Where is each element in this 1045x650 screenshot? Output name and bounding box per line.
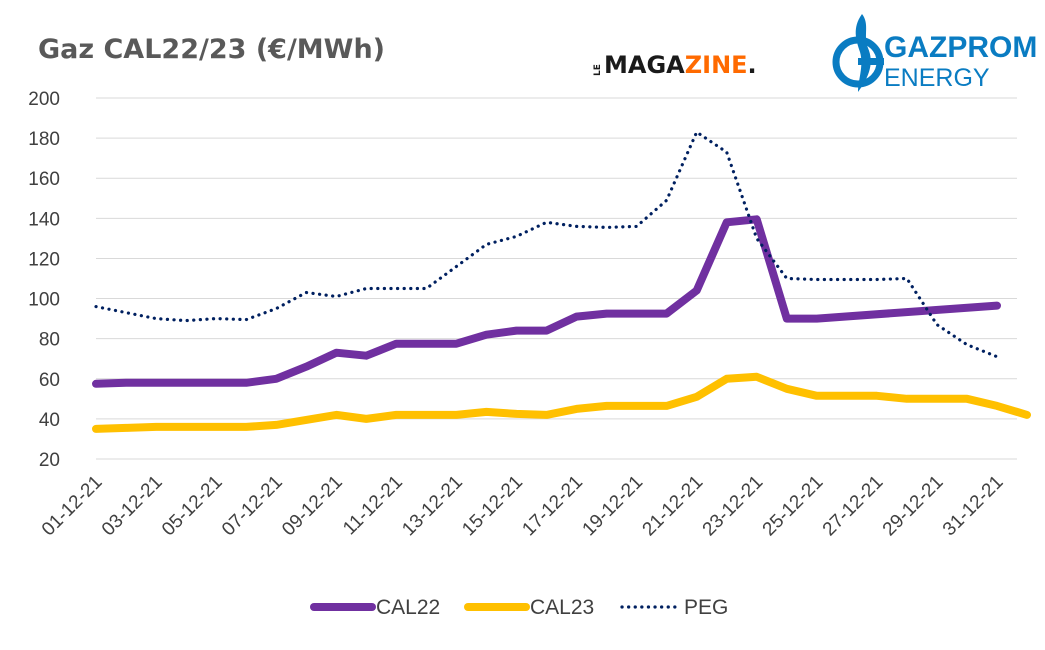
y-tick-label: 20 xyxy=(39,450,60,471)
x-axis: 01-12-2103-12-2105-12-2107-12-2109-12-21… xyxy=(38,472,1008,541)
series-line-peg xyxy=(94,130,999,359)
y-tick-label: 140 xyxy=(28,209,60,230)
x-tick-label: 21-12-21 xyxy=(639,472,708,541)
y-tick-label: 160 xyxy=(28,169,60,190)
x-tick-label: 07-12-21 xyxy=(218,472,287,541)
logo-magazine-accent: ZINE xyxy=(685,51,748,79)
logo-magazine-dot: . xyxy=(748,51,757,79)
y-tick-label: 100 xyxy=(28,290,60,311)
y-tick-label: 40 xyxy=(39,410,60,431)
series-line-cal23 xyxy=(92,372,1031,433)
series-line-cal22 xyxy=(92,215,1001,388)
logo-le-text: LE xyxy=(593,64,603,76)
y-tick-label: 120 xyxy=(28,249,60,270)
legend: CAL22 CAL23 PEG xyxy=(310,596,728,619)
x-tick-label: 15-12-21 xyxy=(458,472,527,541)
x-tick-label: 19-12-21 xyxy=(579,472,648,541)
x-tick-label: 01-12-21 xyxy=(38,472,107,541)
y-tick-label: 80 xyxy=(39,330,60,351)
x-tick-label: 05-12-21 xyxy=(158,472,227,541)
x-tick-label: 03-12-21 xyxy=(98,472,167,541)
x-tick-label: 23-12-21 xyxy=(699,472,768,541)
x-tick-label: 13-12-21 xyxy=(398,472,467,541)
y-tick-label: 60 xyxy=(39,370,60,391)
x-tick-label: 27-12-21 xyxy=(819,472,888,541)
legend-label-cal22: CAL22 xyxy=(376,596,440,619)
gazprom-energy-logo: GAZPROM ENERGY xyxy=(832,14,1037,92)
le-magazine-logo: LE MAGAZINE. xyxy=(593,51,757,79)
series-lines xyxy=(92,130,1031,433)
y-tick-label: 200 xyxy=(28,89,60,110)
legend-label-cal23: CAL23 xyxy=(530,596,594,619)
gas-flame-icon xyxy=(832,14,884,92)
logo-magazine-text: MAGAZINE. xyxy=(604,51,757,79)
x-tick-label: 11-12-21 xyxy=(339,472,407,540)
x-tick-label: 29-12-21 xyxy=(879,472,948,541)
logo-magazine-dark: MAGA xyxy=(604,51,685,79)
chart-title: Gaz CAL22/23 (€/MWh) xyxy=(38,34,385,65)
y-axis: 20 40 60 80 100 120 140 160 180 200 xyxy=(28,89,60,471)
grid-lines xyxy=(96,97,1017,460)
x-tick-label: 31-12-21 xyxy=(939,472,1008,541)
x-tick-label: 09-12-21 xyxy=(278,472,347,541)
x-tick-label: 25-12-21 xyxy=(759,472,828,541)
x-tick-label: 17-12-21 xyxy=(518,472,587,541)
logo-gazprom-text: GAZPROM xyxy=(884,31,1037,64)
logo-energy-text: ENERGY xyxy=(884,64,990,92)
y-tick-label: 180 xyxy=(28,129,60,150)
legend-label-peg: PEG xyxy=(684,596,728,619)
